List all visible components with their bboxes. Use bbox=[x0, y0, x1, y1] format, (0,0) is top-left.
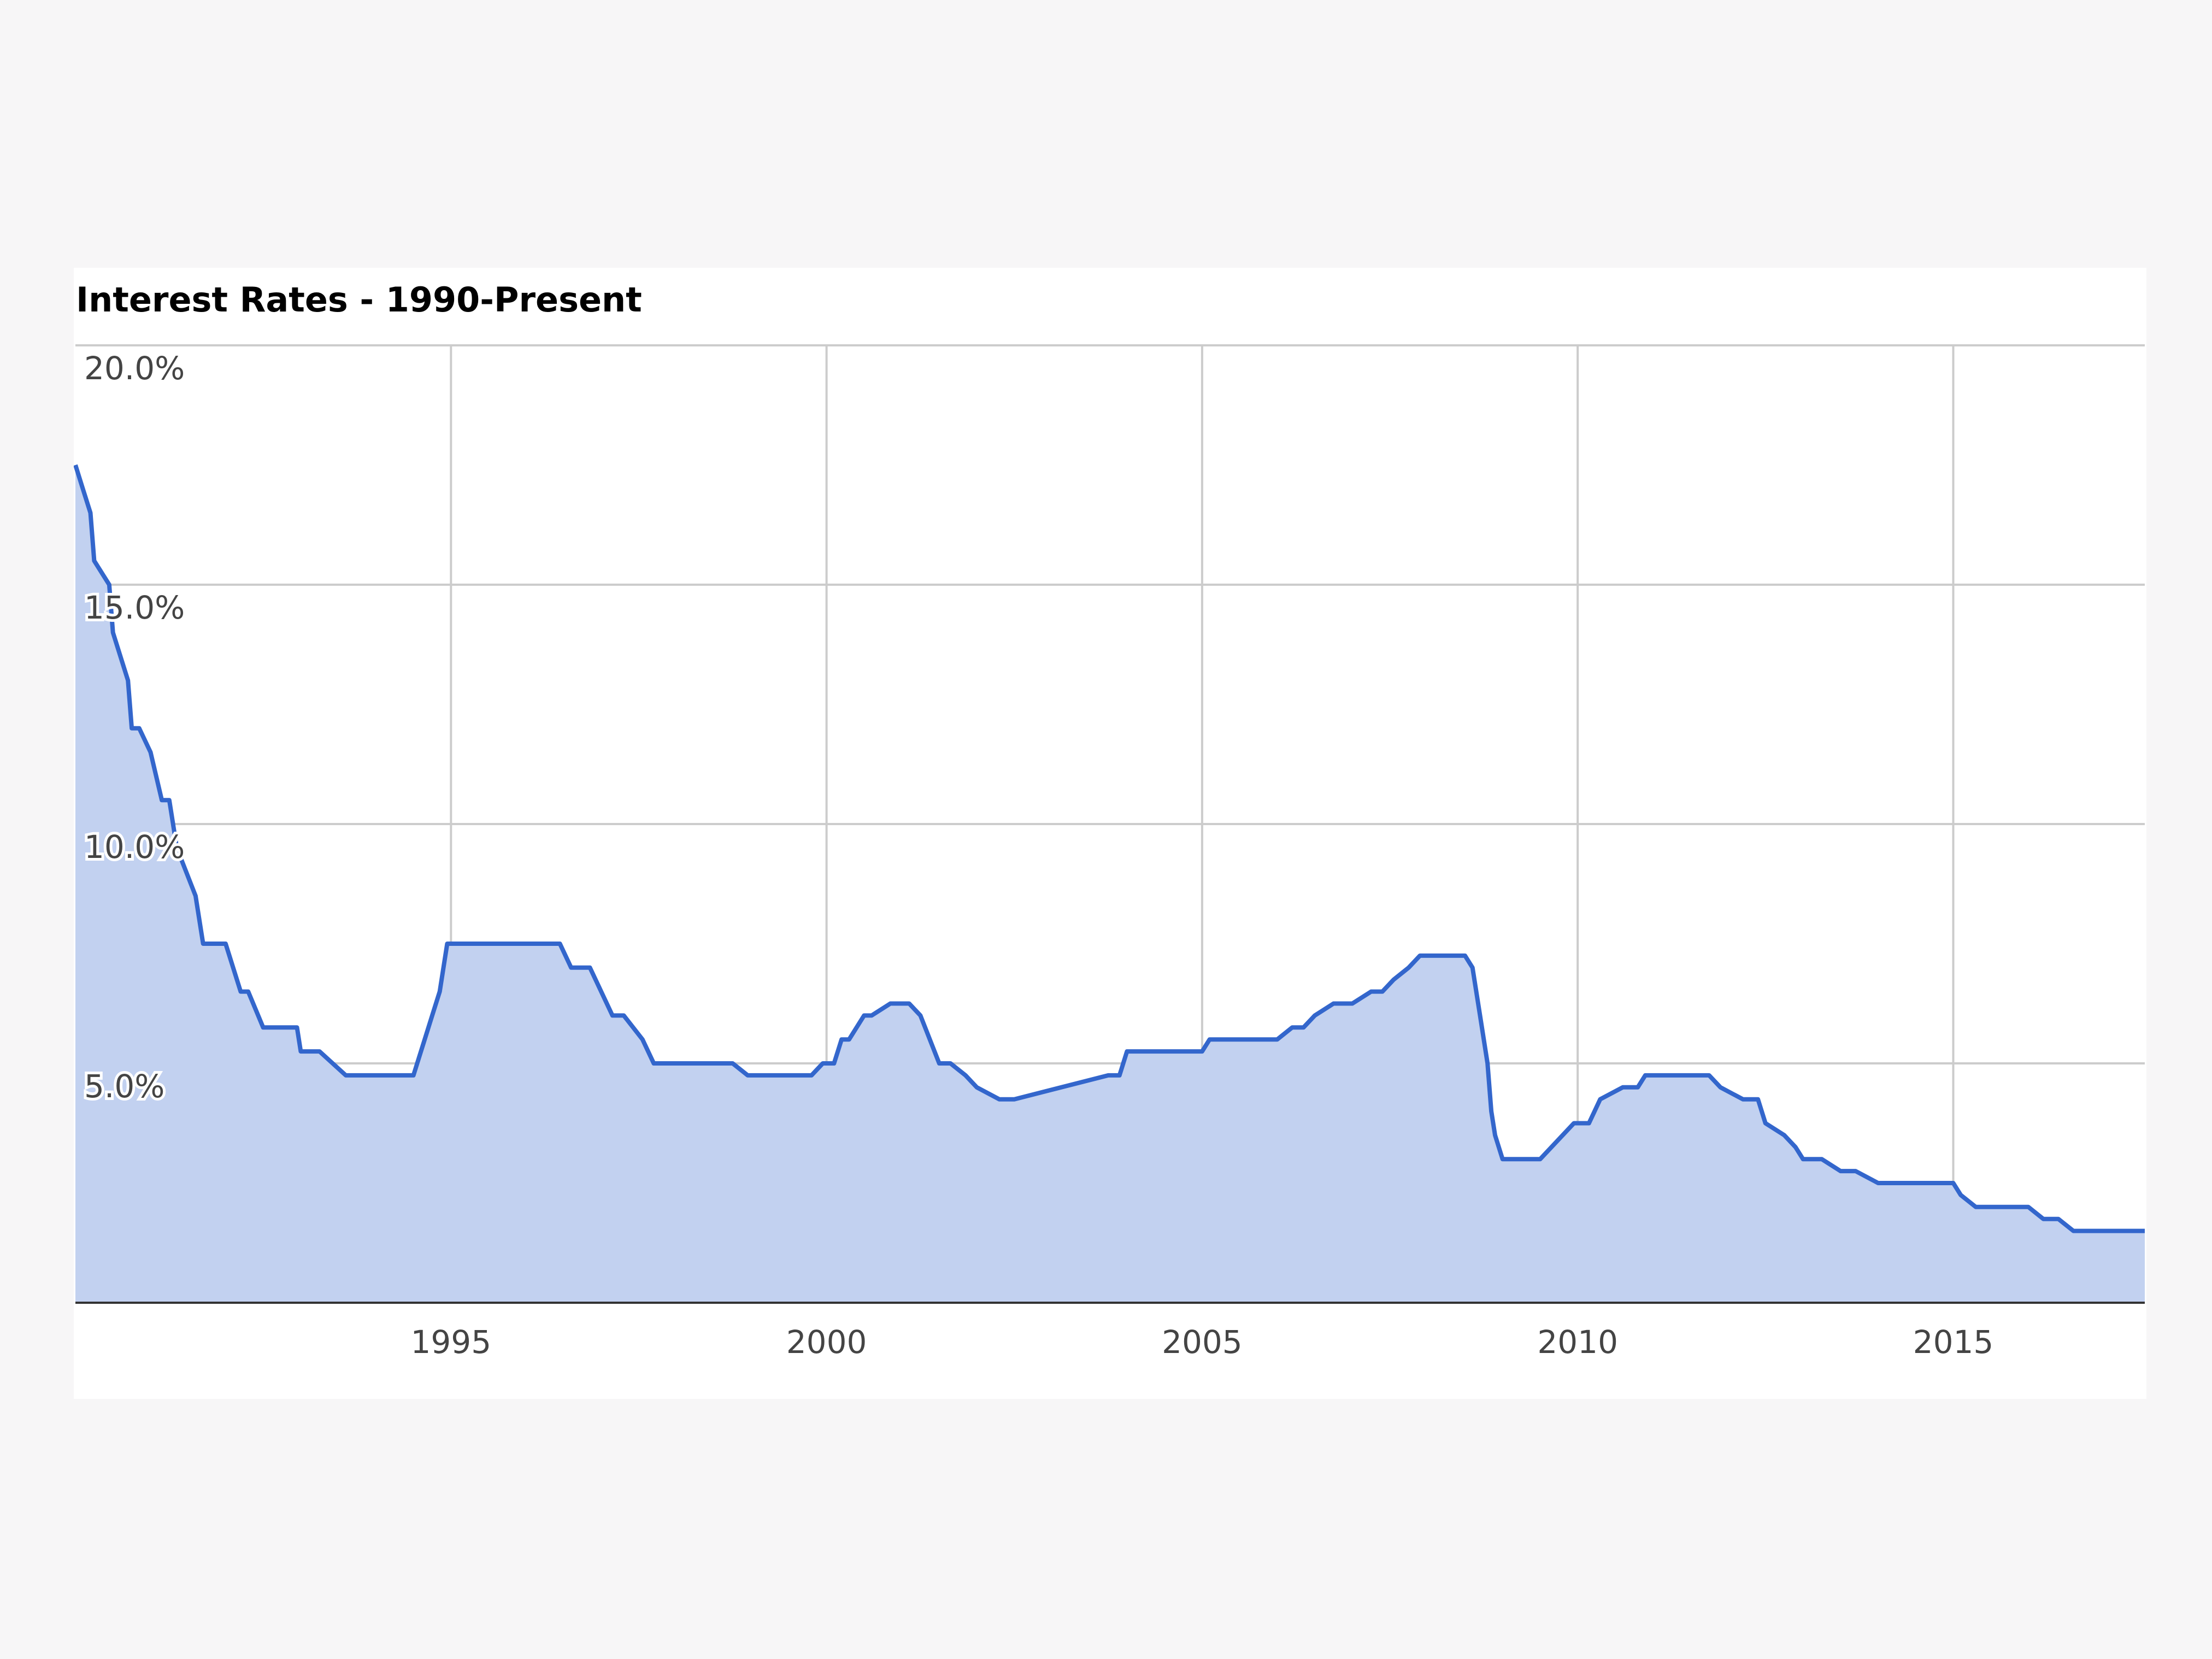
x-tick-label: 2000 bbox=[786, 1323, 867, 1361]
y-tick-label: 20.0% bbox=[84, 350, 185, 387]
chart-card: Interest Rates - 1990-Present 20.0% 15.0%… bbox=[74, 268, 2146, 1399]
y-tick-label: 10.0% bbox=[84, 828, 185, 866]
interest-rate-chart: 20.0% 15.0% 10.0% 5.0% 1995 2000 2005 2010 2015 bbox=[74, 344, 2145, 1361]
y-tick-label: 5.0% bbox=[84, 1068, 164, 1105]
y-axis-tick-labels: 20.0% 15.0% 10.0% 5.0% bbox=[81, 347, 187, 1108]
chart-title: Interest Rates - 1990-Present bbox=[76, 280, 642, 320]
x-tick-label: 2005 bbox=[1162, 1323, 1243, 1361]
x-axis-tick-labels: 1995 2000 2005 2010 2015 bbox=[410, 1323, 1993, 1361]
x-tick-label: 2015 bbox=[1913, 1323, 1994, 1361]
x-tick-label: 1995 bbox=[410, 1323, 491, 1361]
y-tick-label: 15.0% bbox=[84, 589, 185, 626]
x-tick-label: 2010 bbox=[1537, 1323, 1618, 1361]
rate-series-line bbox=[74, 464, 2145, 1233]
rate-area-fill bbox=[75, 465, 2145, 1303]
